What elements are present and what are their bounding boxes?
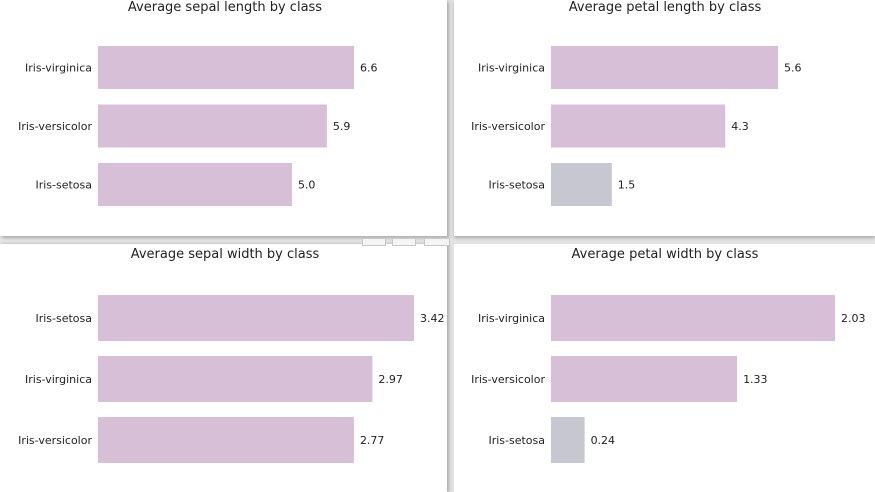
category-label: Iris-setosa xyxy=(488,434,545,447)
category-label: Iris-setosa xyxy=(488,179,545,192)
bar[interactable] xyxy=(98,104,327,148)
bar[interactable] xyxy=(98,295,414,341)
data-label: 4.3 xyxy=(731,120,749,133)
bar[interactable] xyxy=(551,356,738,402)
bar[interactable] xyxy=(98,417,354,463)
data-label: 2.03 xyxy=(841,312,866,325)
splitter-handle[interactable] xyxy=(424,238,450,246)
category-label: Iris-setosa xyxy=(35,312,92,325)
splitter-handle[interactable] xyxy=(392,238,416,246)
data-label: 1.33 xyxy=(743,373,768,386)
bar[interactable] xyxy=(98,46,354,89)
chart-title: Average sepal width by class xyxy=(131,247,320,262)
category-label: Iris-versicolor xyxy=(18,120,92,133)
chart-panel-petal-width: Average petal width by class Iris-virgini… xyxy=(454,244,875,492)
bar[interactable] xyxy=(98,356,373,402)
chart-title: Average sepal length by class xyxy=(128,0,322,15)
data-label: 2.97 xyxy=(378,373,403,386)
bar-chart: Average petal length by class Iris-virgin… xyxy=(471,0,802,206)
category-label: Iris-virginica xyxy=(478,62,545,75)
bar-chart: Average sepal width by class Iris-setosa 3… xyxy=(18,247,445,463)
bar[interactable] xyxy=(98,163,292,206)
category-label: Iris-virginica xyxy=(25,62,92,75)
data-label: 5.9 xyxy=(333,120,351,133)
chart-panel-sepal-width: Average sepal width by class Iris-setosa 3… xyxy=(0,244,447,492)
data-label: 1.5 xyxy=(618,179,636,192)
category-label: Iris-virginica xyxy=(478,312,545,325)
splitter-handle[interactable] xyxy=(362,238,386,246)
category-label: Iris-virginica xyxy=(25,373,92,386)
category-label: Iris-versicolor xyxy=(471,120,545,133)
chart-title: Average petal width by class xyxy=(572,247,759,262)
data-label: 3.42 xyxy=(420,312,445,325)
category-label: Iris-versicolor xyxy=(18,434,92,447)
bar[interactable] xyxy=(551,104,726,148)
bar[interactable] xyxy=(551,163,612,206)
category-label: Iris-setosa xyxy=(35,179,92,192)
data-label: 5.0 xyxy=(298,179,316,192)
data-label: 6.6 xyxy=(360,62,378,75)
bar[interactable] xyxy=(551,295,835,341)
data-label: 5.6 xyxy=(784,62,802,75)
bar[interactable] xyxy=(551,46,778,89)
chart-panel-petal-length: Average petal length by class Iris-virgin… xyxy=(454,0,875,236)
data-label: 0.24 xyxy=(591,434,616,447)
category-label: Iris-versicolor xyxy=(471,373,545,386)
bar-chart: Average petal width by class Iris-virgini… xyxy=(471,247,866,463)
chart-title: Average petal length by class xyxy=(569,0,762,15)
bar[interactable] xyxy=(551,417,585,463)
chart-panel-sepal-length: Average sepal length by class Iris-virgin… xyxy=(0,0,447,236)
data-label: 2.77 xyxy=(360,434,385,447)
bar-chart: Average sepal length by class Iris-virgin… xyxy=(18,0,378,206)
